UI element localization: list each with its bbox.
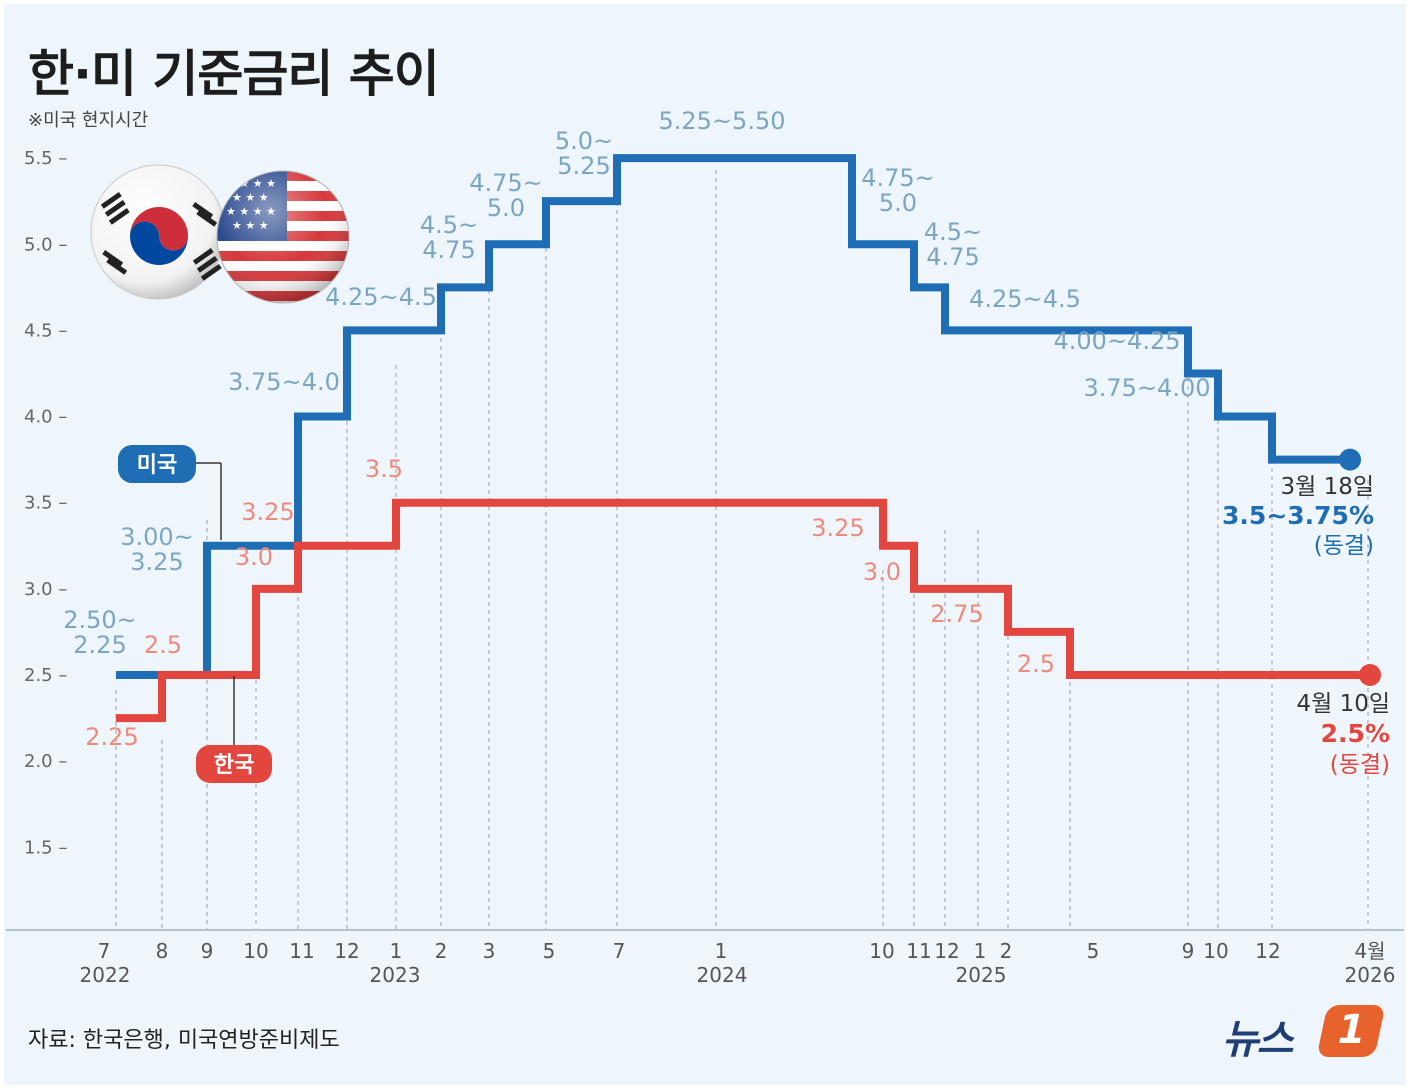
value-labels: 2.50~2.253.00~3.253.75~4.04.25~4.54.5~4.… xyxy=(63,107,1210,751)
korea-rate-label: 3.0 xyxy=(235,543,273,571)
series-layer xyxy=(116,154,1381,723)
korea-flag-icon xyxy=(90,164,226,300)
us-rate-label: 4.25~4.5 xyxy=(325,283,437,311)
korea-series-tag: 한국 xyxy=(196,676,272,783)
us-rate-label: 2.50~ xyxy=(63,606,137,634)
vertical-gridlines xyxy=(115,170,1369,930)
logo-wordmark: 뉴스 xyxy=(1222,1017,1294,1063)
us-rate-label: 4.25~4.5 xyxy=(969,285,1081,313)
korea-final-note: 4월 10일 2.5% (동결) xyxy=(1296,691,1390,778)
y-axis: 5.5 – 5.0 – 4.5 – 4.0 – 3.5 – 3.0 – 2.5 – 2.0 –… xyxy=(24,148,67,858)
us-rate-label: 5.0 xyxy=(487,194,525,222)
korea-end-point xyxy=(1359,664,1381,686)
korea-rate-label: 2.25 xyxy=(85,723,138,751)
source-credit: 자료: 한국은행, 미국연방준비제도 xyxy=(28,1028,340,1053)
y-tick-label: 3.5 – xyxy=(24,493,67,514)
y-tick-label: 4.5 – xyxy=(24,320,67,341)
y-tick-label: 5.0 – xyxy=(24,234,67,255)
x-tick-month: 1 xyxy=(390,939,403,963)
us-final-status: (동결) xyxy=(1314,533,1374,559)
x-tick-month: 10 xyxy=(869,939,894,963)
x-tick-year: 2024 xyxy=(697,963,748,987)
x-tick-month: 9 xyxy=(201,939,214,963)
x-tick-year: 2023 xyxy=(370,963,421,987)
x-tick-month: 1 xyxy=(715,939,728,963)
x-tick-month: 2 xyxy=(1000,939,1013,963)
korea-final-date: 4월 10일 xyxy=(1296,691,1390,717)
timezone-note: ※미국 현지시간 xyxy=(28,110,149,131)
news1-logo[interactable]: 뉴스 1 xyxy=(1222,1003,1392,1063)
korea-rate-label: 2.75 xyxy=(930,600,983,628)
x-tick-month: 11 xyxy=(289,939,314,963)
korea-rate-label: 3.25 xyxy=(241,498,294,526)
x-tick-month: 8 xyxy=(156,939,169,963)
x-tick-month: 4월 xyxy=(1354,939,1385,963)
x-tick-month: 12 xyxy=(334,939,359,963)
us-rate-label: 5.25~5.50 xyxy=(659,107,786,135)
korea-final-status: (동결) xyxy=(1330,752,1390,778)
y-tick-label: 3.0 – xyxy=(24,579,67,600)
us-rate-label: 4.75~ xyxy=(469,169,543,197)
x-tick-month: 10 xyxy=(1203,939,1228,963)
us-rate-line xyxy=(116,154,1350,679)
x-tick-month: 2 xyxy=(435,939,448,963)
us-series-name: 미국 xyxy=(137,453,177,478)
logo-mark-icon: 1 xyxy=(1316,1005,1386,1057)
korea-series-name: 한국 xyxy=(214,753,254,778)
x-tick-month: 12 xyxy=(1255,939,1280,963)
x-tick-month: 3 xyxy=(483,939,496,963)
x-tick-month: 12 xyxy=(934,939,959,963)
x-tick-year: 2026 xyxy=(1345,963,1396,987)
x-tick-month: 1 xyxy=(974,939,987,963)
x-tick-month: 5 xyxy=(543,939,556,963)
us-rate-label: 5.0~ xyxy=(555,127,613,155)
x-tick-month: 9 xyxy=(1182,939,1195,963)
us-rate-label: 2.25 xyxy=(73,631,126,659)
korea-rate-label: 2.5 xyxy=(1017,650,1055,678)
y-tick-label: 5.5 – xyxy=(24,148,67,169)
us-rate-label: 4.75 xyxy=(926,243,979,271)
us-rate-label: 4.5~ xyxy=(924,218,982,246)
us-rate-label: 4.75 xyxy=(422,236,475,264)
us-final-value: 3.5~3.75% xyxy=(1222,501,1374,530)
x-tick-month: 10 xyxy=(243,939,268,963)
x-tick-month: 7 xyxy=(613,939,626,963)
x-tick-year: 2022 xyxy=(80,963,131,987)
us-final-note: 3월 18일 3.5~3.75% (동결) xyxy=(1222,474,1374,559)
us-series-tag: 미국 xyxy=(118,445,222,540)
us-rate-label: 4.5~ xyxy=(420,211,478,239)
us-rate-label: 3.25 xyxy=(130,548,183,576)
x-tick-month: 5 xyxy=(1087,939,1100,963)
y-tick-label: 2.5 – xyxy=(24,665,67,686)
us-rate-label: 5.0 xyxy=(879,189,917,217)
korea-rate-label: 3.0 xyxy=(863,558,901,586)
korea-rate-label: 3.5 xyxy=(365,455,403,483)
korea-rate-line xyxy=(116,498,1370,723)
us-rate-label: 5.25 xyxy=(557,152,610,180)
us-end-point xyxy=(1339,448,1361,471)
korea-rate-label: 3.25 xyxy=(811,514,864,542)
us-rate-label: 4.75~ xyxy=(861,164,935,192)
korea-rate-label: 2.5 xyxy=(144,631,182,659)
x-tick-month: 11 xyxy=(906,939,931,963)
us-rate-label: 3.00~ xyxy=(120,523,194,551)
korea-final-value: 2.5% xyxy=(1321,719,1390,748)
chart-title: 한·미 기준금리 추이 xyxy=(28,45,440,103)
x-tick-month: 7 xyxy=(98,939,111,963)
y-tick-label: 1.5 – xyxy=(24,837,67,858)
y-tick-label: 4.0 – xyxy=(24,407,67,428)
us-rate-label: 3.75~4.00 xyxy=(1084,374,1211,402)
us-rate-label: 3.75~4.0 xyxy=(228,368,340,396)
us-rate-label: 4.00~4.25 xyxy=(1054,327,1181,355)
y-tick-label: 2.0 – xyxy=(24,751,67,772)
us-flag-icon: ★ ★ ★ ★ ★ ★ ★ ★ ★ ★ ★ ★ ★ ★ xyxy=(216,170,350,304)
us-final-date: 3월 18일 xyxy=(1280,474,1374,500)
x-tick-year: 2025 xyxy=(956,963,1007,987)
